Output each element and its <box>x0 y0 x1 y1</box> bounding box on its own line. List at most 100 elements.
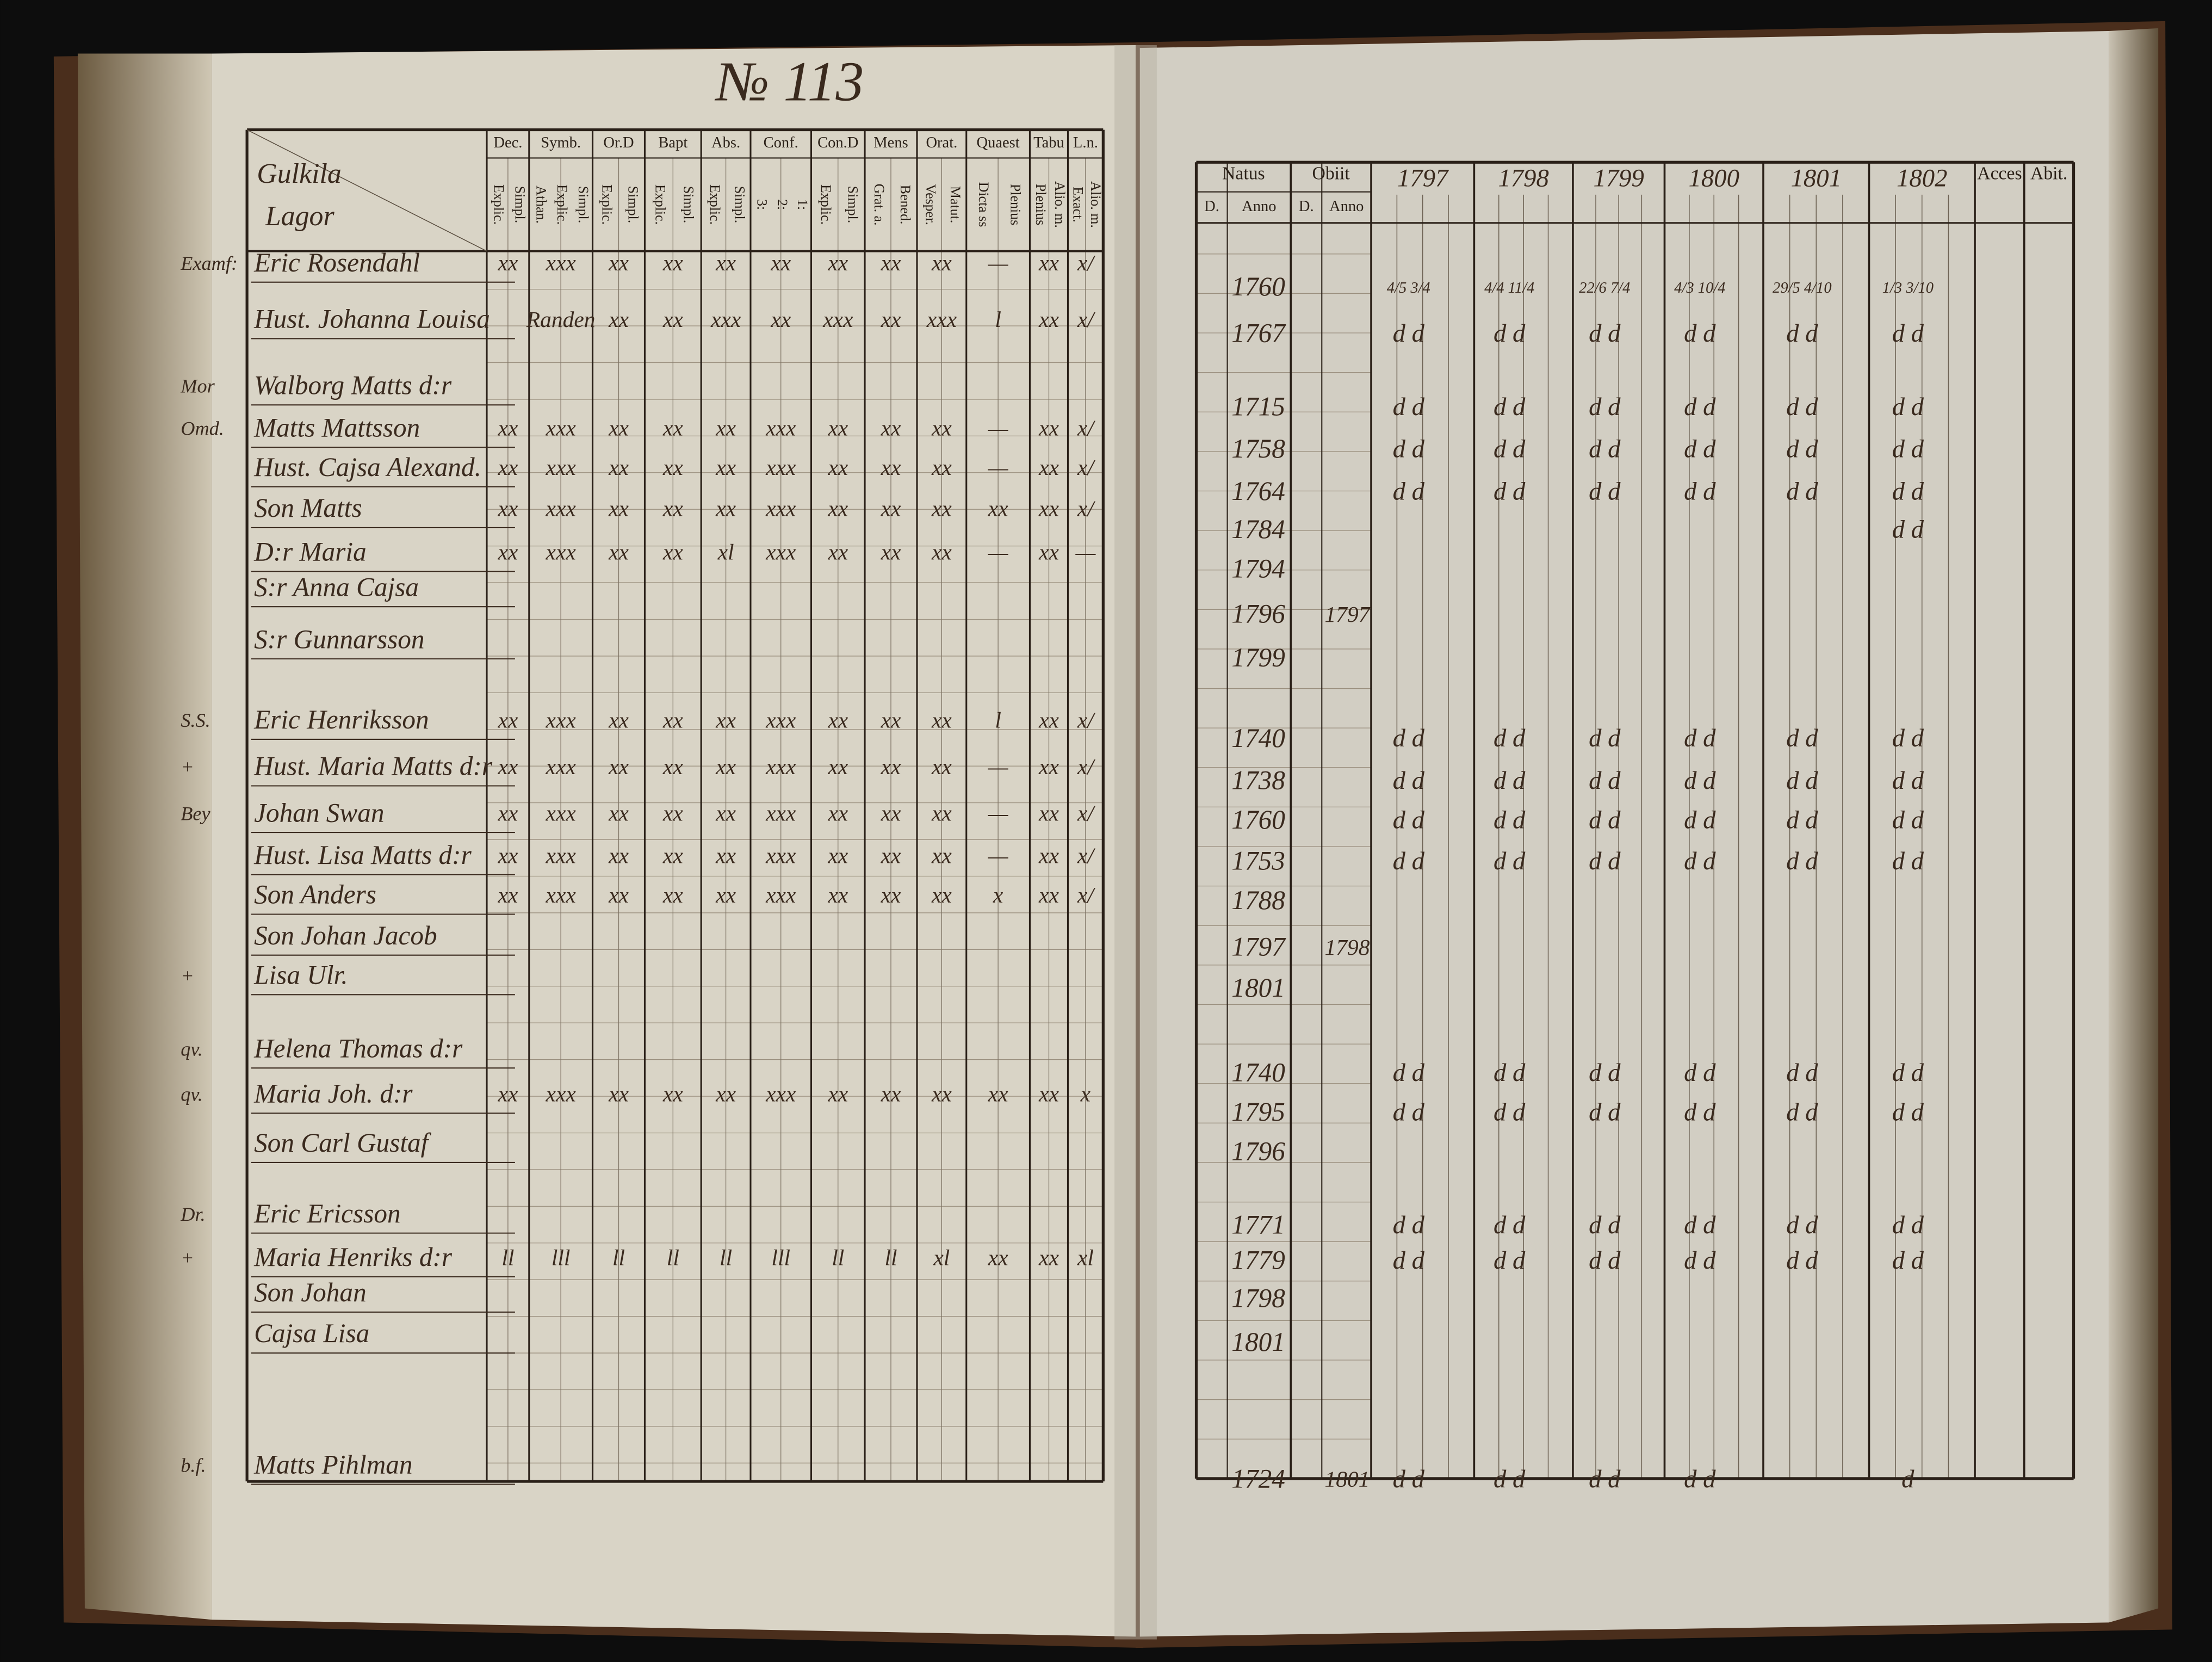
exam-mark: — <box>988 415 1009 440</box>
person-name: Son Carl Gustaf <box>254 1128 432 1158</box>
row-marker: + <box>181 756 194 778</box>
birth-year: 1740 <box>1231 1057 1285 1087</box>
person-name: Matts Pihlman <box>253 1449 412 1479</box>
exam-mark: xx <box>931 843 952 868</box>
birth-year: 1767 <box>1231 318 1286 348</box>
exam-mark: xxx <box>546 800 577 825</box>
header-title: Gulkila <box>257 158 342 189</box>
exam-mark: xx <box>988 1245 1008 1270</box>
birth-year: 1764 <box>1231 476 1285 506</box>
exam-mark: xxx <box>546 882 577 907</box>
gutter <box>1114 45 1157 1640</box>
exam-mark: xx <box>608 800 629 825</box>
exam-mark: l <box>995 707 1001 732</box>
year-note: d d <box>1589 767 1621 795</box>
year-note: d d <box>1494 767 1526 795</box>
exam-mark: xx <box>608 307 629 332</box>
column-sublabel: Anno <box>1242 198 1276 215</box>
year-note: d d <box>1393 319 1425 348</box>
exam-mark: xx <box>881 496 901 521</box>
exam-mark: xxx <box>765 882 796 907</box>
column-sublabel: Grat. a. <box>871 184 887 226</box>
birth-year: 1760 <box>1231 805 1285 835</box>
exam-mark: xx <box>662 707 683 732</box>
year-note: d d <box>1684 393 1716 421</box>
exam-mark: xx <box>827 415 848 440</box>
exam-mark: xx <box>715 455 736 480</box>
column-sublabel: 3: <box>754 199 770 210</box>
exam-mark: xx <box>1038 754 1059 779</box>
row-marker: S.S. <box>181 709 210 731</box>
year-note: d d <box>1892 1211 1924 1239</box>
year-note: d d <box>1684 767 1716 795</box>
year-note: d d <box>1393 806 1425 835</box>
column-label: Quaest <box>977 134 1020 151</box>
person-name: Maria Joh. d:r <box>253 1078 413 1108</box>
year-note: d d <box>1393 1059 1425 1087</box>
person-name: Hust. Maria Matts d:r <box>253 751 493 781</box>
exam-mark: xx <box>931 800 952 825</box>
exam-mark: ll <box>612 1245 625 1270</box>
year-note: d d <box>1494 393 1526 421</box>
birth-year: 1801 <box>1231 973 1285 1003</box>
person-name: Maria Henriks d:r <box>253 1242 453 1272</box>
year-note: d d <box>1589 1098 1621 1126</box>
year-note: d d <box>1892 847 1924 875</box>
row-marker: + <box>181 965 194 987</box>
exam-mark: xx <box>931 496 952 521</box>
column-sublabel: Dicta ss <box>976 182 992 227</box>
birth-year: 1758 <box>1231 434 1285 464</box>
year-note: d d <box>1589 1246 1621 1275</box>
exam-mark: x/ <box>1077 496 1095 521</box>
column-sublabel: Anno <box>1329 198 1364 215</box>
exam-mark: xx <box>931 415 952 440</box>
exam-mark: ll <box>884 1245 897 1270</box>
exam-mark: xx <box>662 800 683 825</box>
header-title: Lagor <box>265 201 335 232</box>
exam-mark: x/ <box>1077 800 1095 825</box>
exam-mark: xx <box>497 754 518 779</box>
year-note: d d <box>1786 1246 1818 1275</box>
exam-mark: l <box>995 307 1001 332</box>
column-sublabel: Explic. <box>818 184 834 225</box>
year-note: d d <box>1494 1059 1526 1087</box>
year-note: d d <box>1684 1246 1716 1275</box>
exam-mark: xx <box>770 307 791 332</box>
exam-mark: xxx <box>765 707 796 732</box>
year-note: d d <box>1589 393 1621 421</box>
exam-mark: xx <box>662 415 683 440</box>
column-label: Orat. <box>926 134 957 151</box>
exam-mark: xx <box>931 754 952 779</box>
year-note: d d <box>1684 847 1716 875</box>
exam-mark: xx <box>715 882 736 907</box>
year-note: d d <box>1589 724 1621 752</box>
column-label: Conf. <box>764 134 798 151</box>
column-sublabel: Explic. <box>554 184 570 225</box>
birth-year: 1794 <box>1231 554 1285 584</box>
exam-mark: xx <box>931 707 952 732</box>
exam-mark: xx <box>497 415 518 440</box>
year-note: d d <box>1786 393 1818 421</box>
exam-mark: xx <box>662 250 683 275</box>
column-label: 1800 <box>1689 164 1739 193</box>
column-label: Acces <box>1977 163 2022 183</box>
exam-mark: xx <box>497 540 518 565</box>
exam-mark: xx <box>715 754 736 779</box>
year-note: d d <box>1494 1211 1526 1239</box>
exam-mark: xxx <box>546 843 577 868</box>
birth-year: 1738 <box>1231 765 1285 795</box>
column-label: Obiit <box>1312 163 1350 183</box>
year-note: d d <box>1393 847 1425 875</box>
exam-mark: xx <box>662 540 683 565</box>
column-sublabel: Alio. m. <box>1052 181 1068 228</box>
year-note: 1/3 3/10 <box>1882 280 1934 296</box>
exam-mark: xxx <box>710 307 741 332</box>
rule-line <box>246 129 487 252</box>
year-note: 4/3 10/4 <box>1674 280 1725 296</box>
page-edges-right <box>2109 28 2159 1623</box>
column-label: 1797 <box>1397 164 1449 193</box>
year-note: d d <box>1494 435 1526 464</box>
year-note: d d <box>1589 435 1621 464</box>
exam-mark: xx <box>827 250 848 275</box>
